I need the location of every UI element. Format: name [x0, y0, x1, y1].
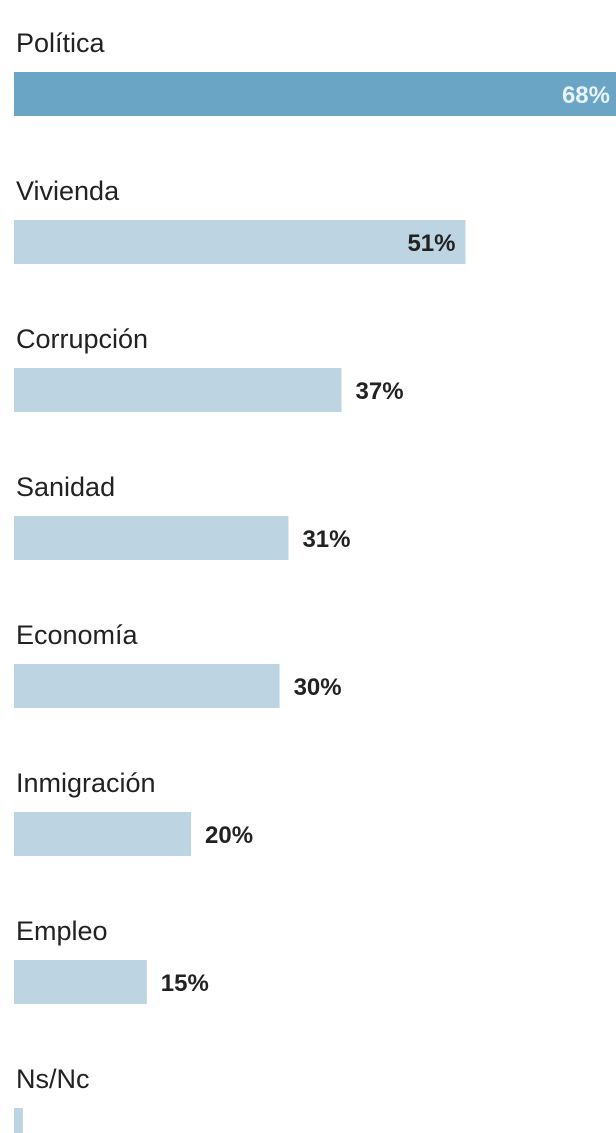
category-label: Política	[16, 28, 106, 58]
category-label: Economía	[16, 620, 139, 650]
value-label: 15%	[161, 970, 209, 997]
bar	[14, 368, 342, 412]
value-label: 68%	[562, 82, 610, 109]
category-label: Inmigración	[16, 768, 156, 798]
value-label: 31%	[302, 526, 350, 553]
category-label: Corrupción	[16, 324, 148, 354]
bar	[14, 960, 147, 1004]
bar	[14, 812, 192, 856]
value-label: 30%	[294, 674, 342, 701]
bar	[14, 516, 289, 560]
bar	[14, 72, 616, 116]
category-label: Ns/Nc	[16, 1064, 90, 1094]
category-label: Vivienda	[16, 176, 120, 206]
category-label: Sanidad	[16, 472, 115, 502]
value-label: 20%	[205, 822, 253, 849]
value-label: 37%	[356, 378, 404, 405]
value-label: 1%	[37, 1129, 72, 1133]
category-label: Empleo	[16, 916, 108, 946]
bar	[14, 220, 466, 264]
bar	[14, 664, 280, 708]
bar	[14, 1108, 23, 1133]
value-label: 51%	[407, 230, 455, 257]
